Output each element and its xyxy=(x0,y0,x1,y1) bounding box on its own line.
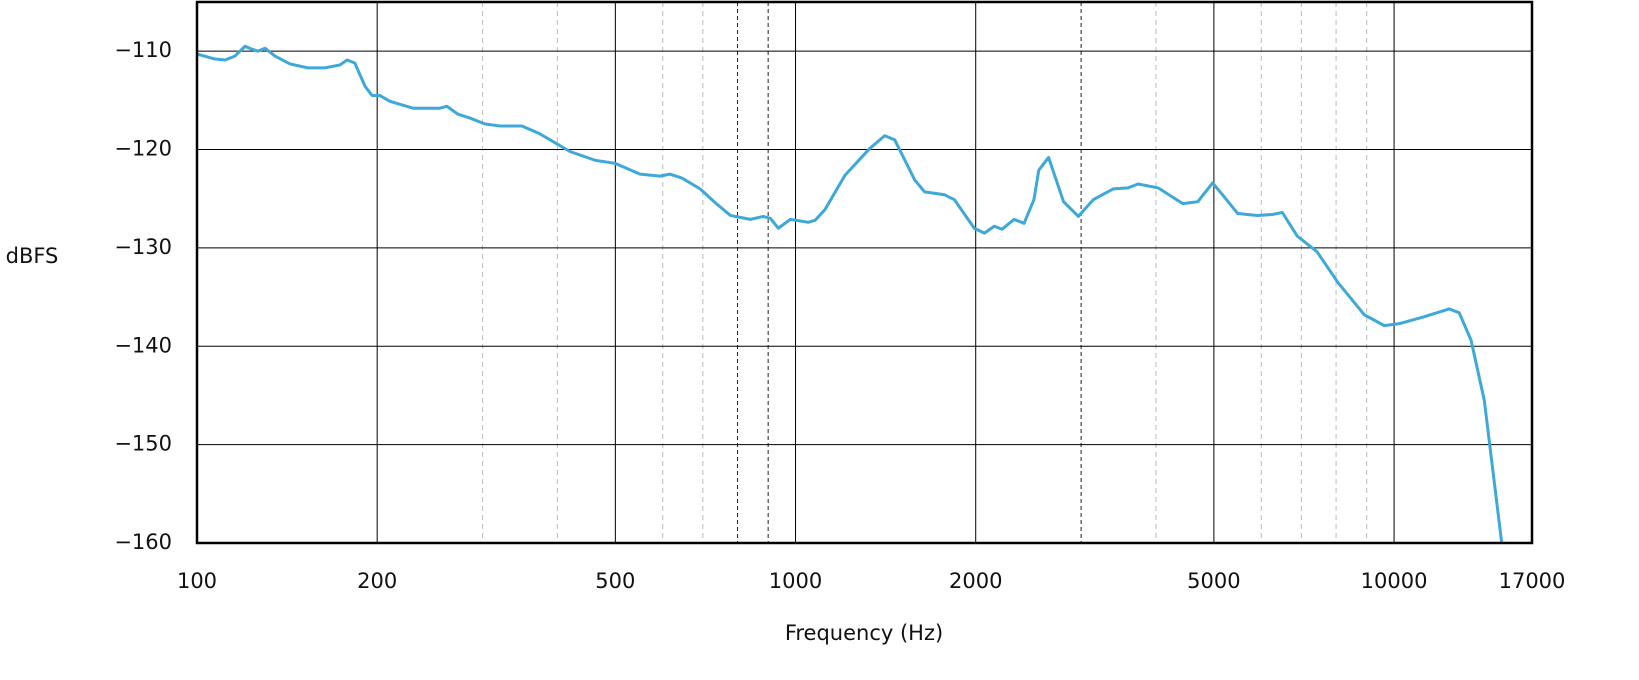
y-tick-label: −110 xyxy=(114,38,172,62)
x-axis-label: Frequency (Hz) xyxy=(785,621,943,645)
x-tick-label: 1000 xyxy=(769,569,822,593)
x-tick-label: 2000 xyxy=(949,569,1002,593)
y-tick-label: −130 xyxy=(114,235,172,259)
y-tick-label: −160 xyxy=(114,530,172,554)
x-tick-label: 200 xyxy=(357,569,397,593)
plot-frame xyxy=(195,0,1534,545)
y-tick-label: −150 xyxy=(114,432,172,456)
data-line xyxy=(197,44,1504,543)
x-tick-label: 500 xyxy=(595,569,635,593)
x-tick-label: 5000 xyxy=(1187,569,1240,593)
y-tick-label: −140 xyxy=(114,333,172,357)
y-tick-label: −120 xyxy=(114,137,172,161)
x-tick-label: 100 xyxy=(177,569,217,593)
x-tick-label: 17000 xyxy=(1499,569,1566,593)
y-axis-label: dBFS xyxy=(6,244,59,268)
x-tick-label: 10000 xyxy=(1361,569,1428,593)
